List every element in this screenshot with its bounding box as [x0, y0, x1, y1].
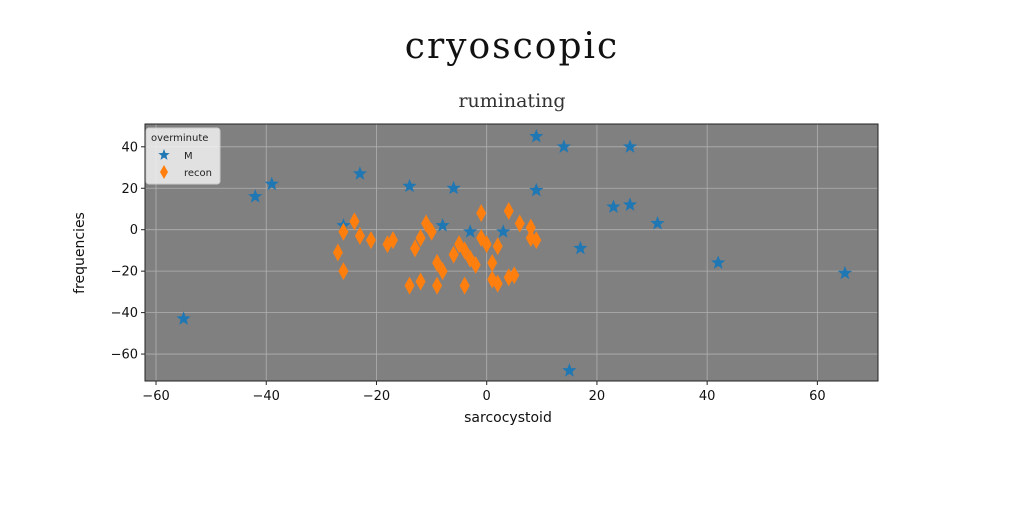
y-tick-label: 40	[121, 140, 138, 155]
data-point-recon	[437, 262, 448, 281]
legend-star-icon	[158, 149, 170, 160]
y-tick-label: −40	[111, 306, 138, 321]
data-point-recon	[410, 239, 421, 258]
data-point-m	[837, 265, 853, 280]
data-point-m	[248, 189, 263, 203]
data-point-recon	[503, 268, 514, 287]
legend-label-m: M	[184, 151, 193, 162]
legend-title: overminute	[151, 133, 208, 144]
data-point-recon	[404, 276, 415, 295]
data-point-m	[622, 197, 638, 211]
data-point-recon	[525, 218, 536, 237]
legend-marker-m	[158, 149, 170, 160]
data-point-m	[446, 180, 461, 195]
data-point-recon	[470, 255, 481, 274]
chart-suptitle: cryoscopic	[404, 26, 620, 67]
data-point-recon	[492, 274, 503, 293]
data-point-recon	[415, 272, 426, 291]
grid-lines	[145, 124, 878, 381]
data-point-recon	[332, 243, 343, 262]
y-tick-label: 20	[121, 182, 138, 197]
chart-title: ruminating	[458, 90, 566, 112]
data-point-recon	[388, 231, 399, 250]
data-point-m	[650, 216, 665, 230]
data-point-m	[562, 363, 577, 377]
data-point-recon	[459, 241, 470, 260]
data-point-m	[264, 176, 279, 191]
data-point-recon	[338, 262, 349, 281]
data-point-recon	[503, 202, 514, 221]
data-point-recon	[432, 253, 443, 272]
legend-label-recon: recon	[184, 168, 212, 179]
data-point-m	[622, 139, 638, 153]
data-point-recon	[487, 253, 498, 272]
x-tick-label: −60	[142, 389, 169, 404]
data-point-recon	[349, 212, 360, 231]
data-point-recon	[459, 276, 470, 295]
x-tick-label: 0	[483, 389, 491, 404]
x-tick-label: −40	[253, 389, 280, 404]
axis-ticks: −60 −40 −20 0 20 40 60 −60 −40 −20 0 20 40	[111, 140, 826, 404]
data-point-recon	[448, 245, 459, 264]
data-point-m	[176, 311, 191, 325]
data-point-recon	[476, 204, 487, 223]
data-point-m	[496, 224, 511, 238]
y-tick-label: 0	[130, 223, 138, 238]
data-point-recon	[514, 214, 525, 233]
y-tick-label: −60	[111, 348, 138, 363]
legend: overminute M recon	[145, 127, 221, 185]
data-point-recon	[509, 266, 520, 285]
data-point-recon	[365, 231, 376, 250]
x-tick-label: 20	[589, 389, 606, 404]
data-point-recon	[481, 235, 492, 254]
data-point-recon	[415, 228, 426, 247]
data-point-m	[529, 128, 544, 143]
data-point-recon	[421, 214, 432, 233]
x-axis-label: sarcocystoid	[464, 410, 552, 426]
data-point-m	[573, 240, 588, 255]
data-point-recon	[354, 226, 365, 245]
x-tick-label: −20	[363, 389, 390, 404]
data-point-m	[711, 255, 726, 269]
plot-area	[145, 124, 878, 381]
data-point-m	[352, 166, 368, 180]
x-tick-label: 60	[809, 389, 826, 404]
data-points	[176, 128, 853, 377]
legend-diamond-icon	[160, 165, 168, 179]
y-tick-label: −20	[111, 265, 138, 280]
data-point-recon	[338, 222, 349, 241]
data-point-m	[556, 139, 571, 153]
data-point-recon	[426, 222, 437, 241]
y-axis-label: frequencies	[72, 212, 88, 294]
data-point-recon	[492, 237, 503, 256]
x-tick-label: 40	[699, 389, 716, 404]
plot-frame	[144, 123, 879, 382]
data-point-m	[529, 182, 544, 197]
data-point-recon	[531, 231, 542, 250]
legend-marker-recon	[160, 165, 168, 179]
data-point-m	[435, 218, 450, 232]
data-point-recon	[432, 276, 443, 295]
data-point-m	[463, 224, 478, 238]
data-point-m	[606, 199, 621, 213]
data-point-m	[402, 178, 417, 193]
